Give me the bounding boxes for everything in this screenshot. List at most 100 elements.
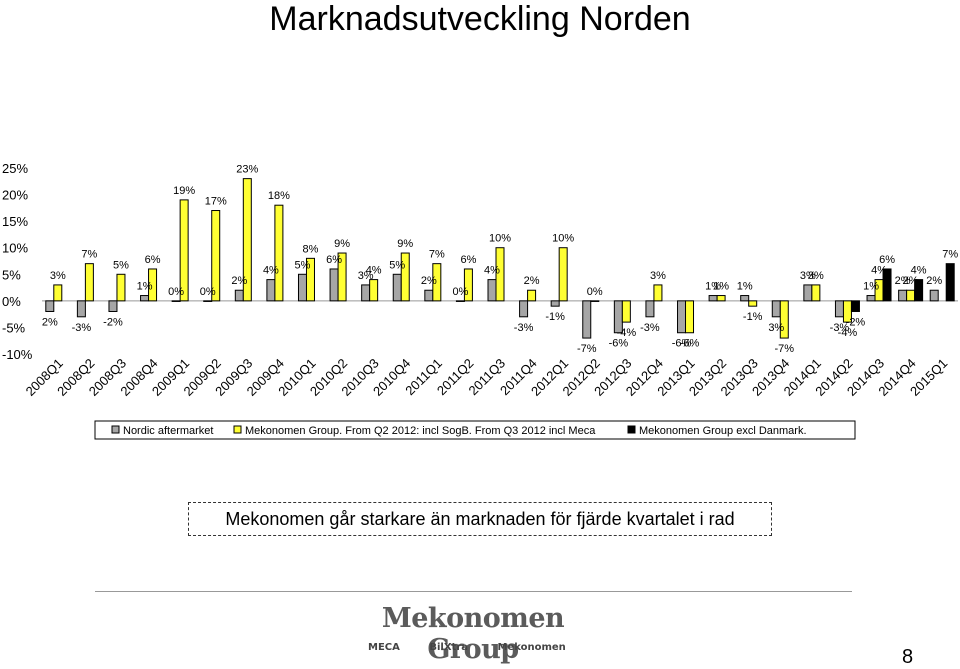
bar-mekonomen	[906, 289, 916, 302]
legend-swatch	[233, 425, 242, 434]
y-tick-label: -5%	[2, 320, 26, 335]
bar-mekonomen	[716, 295, 726, 302]
legend: Nordic aftermarket Mekonomen Group. From …	[94, 420, 856, 440]
data-label: 23%	[236, 164, 258, 176]
data-label: -3%	[514, 322, 534, 334]
bar-mekonomen	[274, 204, 284, 302]
bar-nordic	[866, 295, 876, 302]
data-label: 4%	[871, 265, 887, 277]
data-label: -3%	[640, 322, 660, 334]
data-label: 9%	[334, 238, 350, 250]
bar-mekonomen	[53, 284, 63, 302]
data-label: 0%	[168, 286, 184, 298]
data-label: 6%	[879, 254, 895, 266]
legend-label: Nordic aftermarket	[123, 425, 213, 437]
data-label: 2%	[421, 275, 437, 287]
data-label: -6%	[609, 338, 629, 350]
data-label: 4%	[366, 265, 382, 277]
data-label: 0%	[452, 286, 468, 298]
bar-mekonomen	[527, 289, 537, 302]
bar-nordic	[771, 300, 781, 318]
data-label: 3%	[358, 270, 374, 282]
bar-nordic	[329, 268, 339, 302]
bar-mekonomen	[495, 247, 505, 302]
data-label: 0%	[200, 286, 216, 298]
data-label: 4%	[263, 265, 279, 277]
data-label: 2%	[42, 316, 58, 328]
data-label: -3%	[830, 322, 850, 334]
bar-mekonomen	[558, 247, 568, 302]
data-label: 19%	[173, 185, 195, 197]
data-label: 9%	[397, 238, 413, 250]
mekonomen-group-logo: Mekonomen Group	[381, 603, 565, 665]
y-tick-label: 25%	[2, 161, 28, 176]
data-label: 3%	[808, 270, 824, 282]
bar-nordic	[898, 289, 908, 302]
data-label: 6%	[460, 254, 476, 266]
data-label: 8%	[303, 243, 319, 255]
legend-box	[94, 420, 856, 440]
bar-excl-danmark	[850, 300, 860, 312]
data-label: 18%	[268, 190, 290, 202]
data-label: 1%	[137, 281, 153, 293]
bar-nordic	[803, 284, 813, 302]
data-label: -7%	[774, 343, 794, 355]
data-label: 7%	[429, 249, 445, 261]
page-number: 8	[902, 646, 914, 668]
bars	[42, 178, 958, 339]
bar-nordic	[519, 300, 529, 318]
y-tick-label: -10%	[2, 347, 33, 362]
y-tick-label: 20%	[2, 188, 28, 203]
data-label: -1%	[545, 311, 565, 323]
bar-mekonomen	[305, 257, 315, 302]
bar-excl-danmark	[945, 263, 955, 302]
bar-nordic	[234, 289, 244, 302]
legend-label: Mekonomen Group excl Danmark.	[639, 425, 807, 437]
bar-nordic	[582, 300, 592, 339]
bar-nordic	[677, 300, 687, 334]
data-label: 6%	[326, 254, 342, 266]
data-label: -2%	[103, 316, 123, 328]
bar-nordic	[203, 300, 213, 302]
bar-nordic	[708, 295, 718, 302]
data-label: 3%	[800, 270, 816, 282]
bar-nordic	[361, 284, 371, 302]
bar-nordic	[929, 289, 939, 302]
bar-nordic	[455, 300, 465, 302]
bar-mekonomen	[84, 263, 94, 302]
data-label: 3%	[650, 270, 666, 282]
data-label: 1%	[863, 281, 879, 293]
data-label: 10%	[552, 233, 574, 245]
data-label: 10%	[489, 233, 511, 245]
bar-mekonomen	[748, 300, 758, 307]
data-label: 0%	[587, 286, 603, 298]
data-label: -2%	[846, 316, 866, 328]
bar-mekonomen	[211, 210, 221, 302]
data-label: -4%	[617, 327, 637, 339]
bar-nordic	[645, 300, 655, 318]
data-label: 5%	[389, 259, 405, 271]
y-tick-label: 10%	[2, 241, 28, 256]
bar-mekonomen	[242, 178, 252, 302]
bar-nordic	[266, 279, 276, 302]
bar-nordic	[392, 273, 402, 302]
y-tick-label: 0%	[2, 294, 21, 309]
bar-nordic	[76, 300, 86, 318]
data-label: -1%	[743, 311, 763, 323]
data-label: 3%	[768, 322, 784, 334]
data-label: 1%	[713, 281, 729, 293]
bar-nordic	[834, 300, 844, 318]
y-tick-label: 15%	[2, 214, 28, 229]
bar-excl-danmark	[914, 279, 924, 302]
bar-mekonomen	[116, 273, 126, 302]
bar-mekonomen	[653, 284, 663, 302]
bar-nordic	[108, 300, 118, 312]
bar-mekonomen	[463, 268, 473, 302]
bar-nordic	[424, 289, 434, 302]
callout-box: Mekonomen går starkare än marknaden för …	[188, 502, 772, 536]
data-label: 2%	[903, 275, 919, 287]
data-label: 7%	[942, 249, 958, 261]
data-label: 2%	[524, 275, 540, 287]
bar-nordic	[487, 279, 497, 302]
data-labels: 2% -3% -2%1% 0% 0%2%4% 5% 6%3%5%2%0%4%-3%-1%-7…	[42, 164, 959, 355]
